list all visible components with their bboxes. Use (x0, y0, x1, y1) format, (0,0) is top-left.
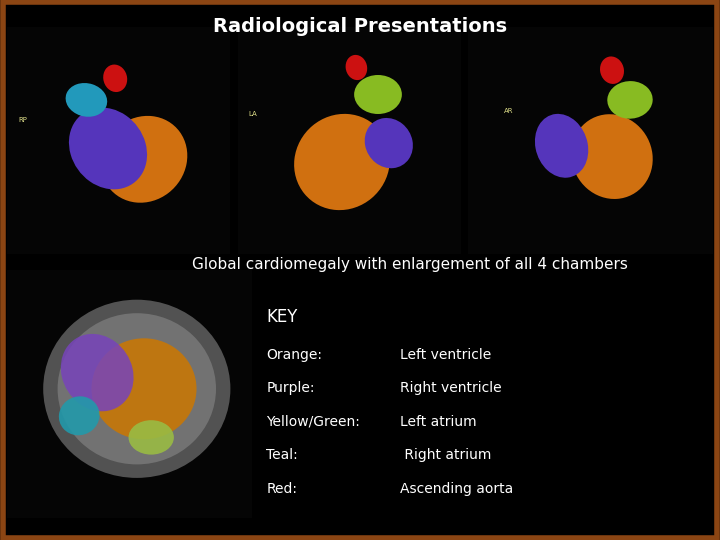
Ellipse shape (365, 118, 413, 168)
Bar (7, 27, 230, 254)
Bar (468, 27, 713, 254)
Ellipse shape (346, 55, 367, 80)
Ellipse shape (60, 334, 134, 411)
Text: Radiological Presentations: Radiological Presentations (213, 17, 507, 36)
Bar (7, 270, 252, 518)
Text: Ascending aorta: Ascending aorta (400, 482, 513, 496)
Ellipse shape (91, 338, 197, 440)
Ellipse shape (354, 75, 402, 114)
Ellipse shape (600, 57, 624, 84)
Ellipse shape (607, 81, 653, 119)
Text: LA: LA (248, 111, 257, 117)
Ellipse shape (571, 114, 653, 199)
Text: Teal:: Teal: (266, 448, 298, 462)
Ellipse shape (535, 114, 588, 178)
Ellipse shape (58, 313, 216, 464)
Ellipse shape (103, 65, 127, 92)
Text: AR: AR (504, 109, 513, 114)
Text: Right ventricle: Right ventricle (400, 381, 501, 395)
Text: RP: RP (18, 117, 27, 123)
Text: Left atrium: Left atrium (400, 415, 476, 429)
Ellipse shape (43, 300, 230, 478)
Text: Red:: Red: (266, 482, 297, 496)
Text: Left ventricle: Left ventricle (400, 348, 491, 362)
Ellipse shape (69, 107, 147, 190)
Bar (238, 27, 461, 254)
Text: KEY: KEY (266, 308, 298, 326)
Text: Purple:: Purple: (266, 381, 315, 395)
Ellipse shape (294, 114, 390, 210)
Ellipse shape (59, 396, 99, 435)
Ellipse shape (66, 83, 107, 117)
Text: Orange:: Orange: (266, 348, 323, 362)
Text: Yellow/Green:: Yellow/Green: (266, 415, 360, 429)
Text: Global cardiomegaly with enlargement of all 4 chambers: Global cardiomegaly with enlargement of … (192, 257, 629, 272)
Ellipse shape (129, 420, 174, 455)
Ellipse shape (101, 116, 187, 202)
Text: Right atrium: Right atrium (400, 448, 491, 462)
